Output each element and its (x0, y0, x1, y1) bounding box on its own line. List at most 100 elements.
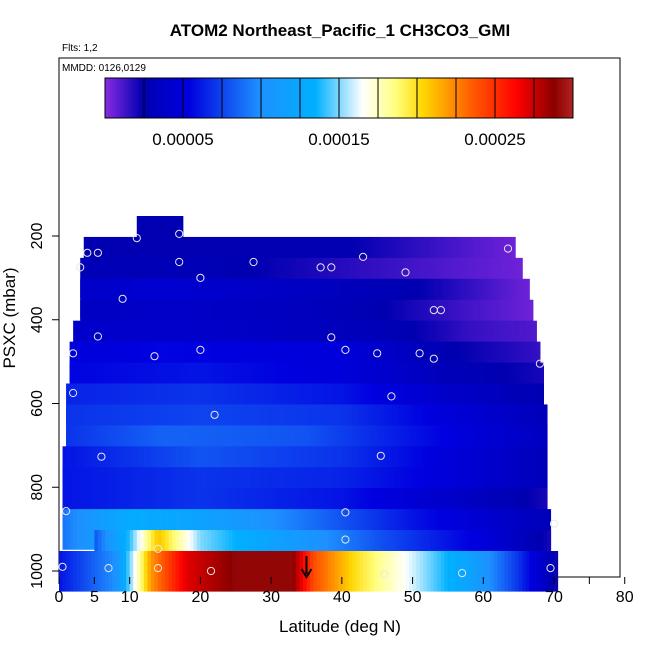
heatmap-cell (302, 446, 308, 487)
heatmap-cell (253, 404, 258, 446)
heatmap-cell (246, 488, 251, 529)
heatmap-cell (218, 341, 223, 383)
heatmap-cell (108, 509, 113, 550)
heatmap-cell (476, 467, 481, 508)
heatmap-cell (334, 341, 339, 383)
heatmap-cell (182, 362, 187, 404)
heatmap-cell (518, 425, 523, 466)
heatmap-cell (200, 362, 205, 404)
heatmap-cell (515, 362, 520, 404)
heatmap-cell (455, 236, 460, 278)
heatmap-cell (112, 425, 117, 466)
heatmap-cell (101, 362, 106, 404)
heatmap-cell (264, 551, 269, 592)
heatmap-cell (168, 278, 173, 320)
heatmap-cell (401, 530, 407, 571)
heatmap-cell (83, 383, 88, 425)
heatmap-cell (416, 320, 421, 362)
heatmap-cell (306, 488, 311, 529)
heatmap-cell (433, 383, 438, 425)
heatmap-cell (508, 257, 513, 299)
heatmap-cell (295, 278, 301, 320)
heatmap-cell (306, 551, 311, 592)
heatmap-cell (136, 341, 141, 383)
heatmap-cell (104, 383, 110, 425)
heatmap-cell (161, 216, 166, 257)
heatmap-cell (363, 467, 368, 508)
heatmap-cell (126, 530, 131, 571)
heatmap-cell (341, 551, 346, 592)
heatmap-cell (419, 425, 424, 466)
heatmap-cell (455, 467, 460, 508)
heatmap-cell (158, 509, 163, 550)
heatmap-cell (508, 299, 513, 341)
heatmap-cell (405, 383, 410, 425)
heatmap-cell (225, 467, 230, 508)
heatmap-cell (140, 320, 145, 362)
heatmap-cell (331, 509, 336, 550)
heatmap-cell (228, 404, 233, 446)
heatmap-cell (398, 278, 403, 320)
heatmap-cell (327, 551, 332, 592)
heatmap-cell (462, 551, 467, 592)
heatmap-cell (221, 362, 226, 404)
heatmap-cell (235, 362, 240, 404)
heatmap-cell (377, 509, 382, 550)
heatmap-cell (126, 362, 131, 404)
heatmap-cell (486, 299, 491, 341)
y-tick-label: 400 (29, 306, 46, 333)
heatmap-cell (469, 509, 474, 550)
heatmap-cell (437, 425, 442, 466)
heatmap-cell (352, 425, 357, 466)
heatmap-cell (66, 551, 71, 592)
heatmap-cell (101, 341, 106, 383)
heatmap-cell (168, 551, 173, 592)
heatmap-cell (158, 530, 163, 571)
heatmap-cell (306, 362, 311, 404)
heatmap-cell (147, 320, 152, 362)
heatmap-cell (440, 278, 445, 320)
heatmap-cell (515, 530, 520, 571)
heatmap-cell (90, 467, 95, 508)
heatmap-cell (239, 299, 244, 341)
heatmap-cell (218, 257, 223, 299)
heatmap-cell (465, 551, 470, 592)
heatmap-cell (409, 299, 414, 341)
heatmap-cell (104, 425, 110, 466)
heatmap-cell (211, 404, 216, 446)
heatmap-cell (444, 446, 449, 487)
heatmap-cell (462, 362, 467, 404)
heatmap-cell (313, 236, 318, 278)
heatmap-cell (529, 425, 534, 466)
observation-point (76, 263, 85, 272)
heatmap-cell (426, 425, 431, 466)
heatmap-cell (112, 446, 117, 487)
heatmap-cell (292, 278, 297, 320)
heatmap-cell (324, 320, 329, 362)
heatmap-cell (504, 425, 509, 466)
heatmap-cell (133, 488, 138, 529)
heatmap-cell (200, 404, 205, 446)
heatmap-cell (525, 425, 530, 466)
heatmap-cell (412, 551, 417, 592)
heatmap-cell (511, 446, 516, 487)
heatmap-cell (83, 488, 88, 529)
heatmap-cell (416, 551, 421, 592)
heatmap-cells (59, 216, 559, 592)
heatmap-cell (423, 362, 428, 404)
heatmap-cell (225, 236, 230, 278)
heatmap-cell (334, 446, 339, 487)
heatmap-cell (186, 551, 191, 592)
heatmap-cell (511, 551, 516, 592)
heatmap-cell (500, 467, 506, 508)
heatmap-cell (327, 446, 332, 487)
heatmap-cell (391, 383, 396, 425)
heatmap-cell (508, 530, 513, 571)
heatmap-cell (497, 551, 502, 592)
heatmap-cell (186, 488, 191, 529)
heatmap-cell (387, 236, 392, 278)
heatmap-cell (430, 404, 435, 446)
heatmap-cell (306, 341, 311, 383)
heatmap-cell (249, 383, 255, 425)
heatmap-cell (147, 404, 152, 446)
